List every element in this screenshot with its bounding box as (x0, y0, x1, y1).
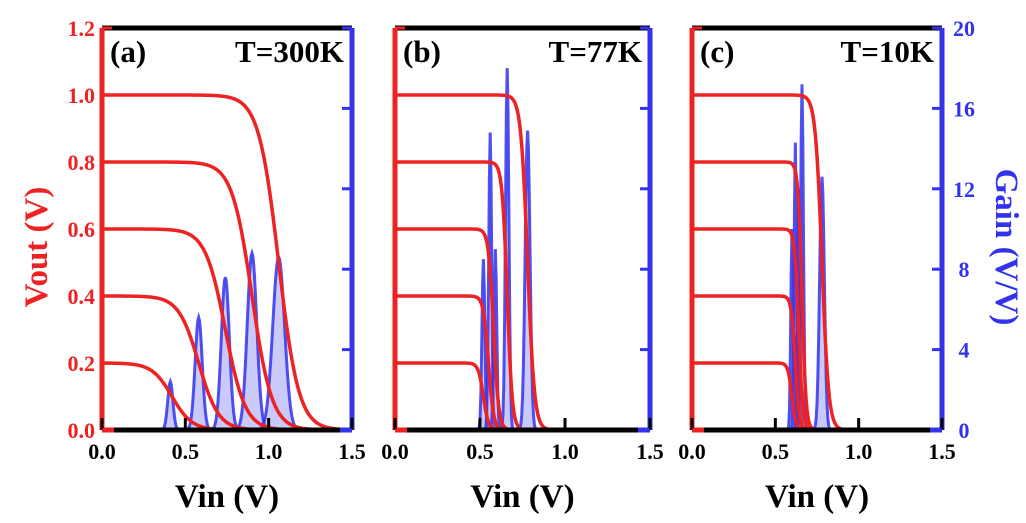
x-tick-label-1.0: 1.0 (255, 439, 283, 464)
y-left-tick-label-1.2: 1.2 (68, 16, 96, 41)
x-tick-label-1.5: 1.5 (338, 439, 366, 464)
x-tick-label-1.0: 1.0 (551, 439, 579, 464)
x-axis-title: Vin (V) (470, 479, 574, 515)
panel-label: (a) (110, 34, 146, 69)
x-tick-label-0.5: 0.5 (762, 439, 790, 464)
y-right-tick-label-8: 8 (959, 257, 970, 282)
x-tick-label-0.5: 0.5 (466, 439, 494, 464)
temperature-label: T=300K (235, 34, 344, 69)
gain-fill-3 (102, 277, 352, 430)
y-right-tick-label-4: 4 (959, 338, 970, 363)
y-left-axis-title: Vout (V) (19, 187, 55, 308)
temperature-label: T=77K (549, 34, 642, 69)
x-axis-title: Vin (V) (175, 479, 279, 515)
x-tick-label-1.5: 1.5 (636, 439, 664, 464)
y-left-tick-label-0.8: 0.8 (68, 150, 96, 175)
panel-label: (c) (700, 34, 734, 69)
y-left-tick-label-0.0: 0.0 (68, 418, 96, 443)
x-tick-label-0.0: 0.0 (381, 439, 409, 464)
vout-curve-5 (102, 93, 353, 432)
y-right-tick-label-16: 16 (953, 96, 975, 121)
x-tick-label-1.5: 1.5 (928, 439, 956, 464)
axes-layer: 0.0 0.2 0.4 0.6 0.8 1.0 1.2 0 4 8 12 16 20 (68, 16, 976, 443)
y-right-tick-label-0: 0 (959, 418, 970, 443)
panels-layer: 0.0 0.5 1.0 1.5 (a) T=300K Vin (V) 0.0 0.5 1.0 1.5… (88, 25, 956, 515)
y-right-tick-label-12: 12 (953, 177, 975, 202)
y-right-axis-title: Gain (V/V) (988, 169, 1024, 326)
y-left-tick-label-1.0: 1.0 (68, 83, 96, 108)
panel-2: 0.0 0.5 1.0 1.5 (b) T=77K Vin (V) (381, 25, 664, 515)
panel-1: 0.0 0.5 1.0 1.5 (a) T=300K Vin (V) (88, 25, 366, 515)
x-tick-label-1.0: 1.0 (845, 439, 873, 464)
panel-3: 0.0 0.5 1.0 1.5 (c) T=10K Vin (V) (678, 25, 956, 515)
y-left-tick-label-0.6: 0.6 (68, 217, 96, 242)
y-left-tick-label-0.2: 0.2 (68, 351, 96, 376)
x-tick-label-0.0: 0.0 (88, 439, 116, 464)
x-tick-label-0.5: 0.5 (172, 439, 200, 464)
temperature-label: T=10K (841, 34, 934, 69)
x-tick-label-0.0: 0.0 (678, 439, 706, 464)
y-right-tick-label-20: 20 (953, 16, 975, 41)
gain-curve-5 (692, 176, 942, 432)
x-axis-title: Vin (V) (765, 479, 869, 515)
y-left-tick-label-0.4: 0.4 (68, 284, 96, 309)
panel-label: (b) (403, 34, 441, 69)
